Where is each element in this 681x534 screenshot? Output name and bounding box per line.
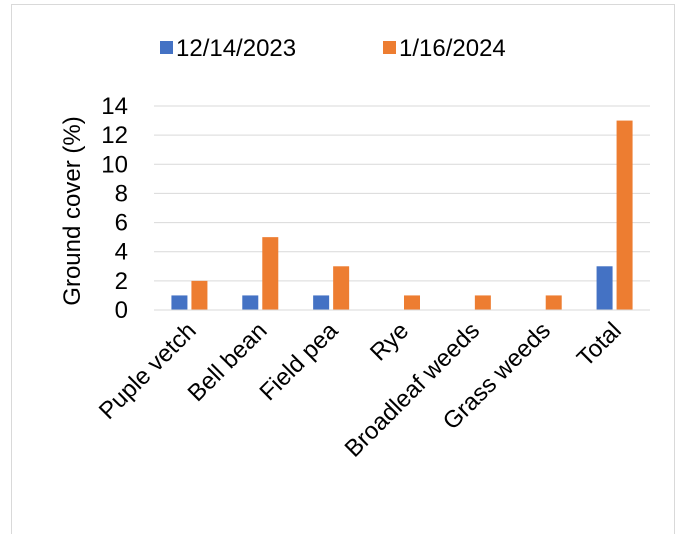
y-tick-label: 8	[115, 180, 128, 207]
y-tick-label: 2	[115, 268, 128, 295]
legend-swatch	[160, 41, 173, 54]
bar-series-2	[262, 237, 279, 310]
bar-series-1	[313, 295, 330, 310]
x-tick-label: Total	[572, 317, 627, 372]
y-tick-label: 6	[115, 210, 128, 237]
chart-frame	[11, 4, 675, 534]
gridlines	[154, 105, 650, 282]
legend: 12/14/2023 1/16/2024	[160, 35, 506, 62]
y-axis-title: Ground cover (%)	[59, 116, 86, 305]
x-tick-label: Field pea	[254, 317, 343, 406]
y-tick-label: 0	[115, 297, 128, 324]
y-tick-label: 4	[115, 239, 128, 266]
y-tick-label: 14	[101, 93, 128, 120]
bar-series-1	[596, 266, 613, 310]
x-tick-label: Puple vetch	[94, 317, 202, 425]
bar-series-2	[333, 266, 350, 310]
x-tick-label: Rye	[365, 317, 414, 366]
bar-series-2	[616, 120, 633, 310]
y-tick-label: 10	[101, 151, 128, 178]
x-tick-label: Bell bean	[183, 317, 273, 407]
bar-series-1	[242, 295, 259, 310]
legend-label: 12/14/2023	[176, 35, 296, 62]
bars	[171, 120, 633, 310]
bar-series-2	[474, 295, 491, 310]
y-tick-label: 12	[101, 122, 128, 149]
bar-series-2	[545, 295, 562, 310]
legend-label: 1/16/2024	[399, 35, 506, 62]
bar-series-2	[191, 280, 208, 310]
bar-series-1	[171, 295, 188, 310]
bar-series-2	[404, 295, 420, 310]
legend-swatch	[383, 41, 396, 54]
